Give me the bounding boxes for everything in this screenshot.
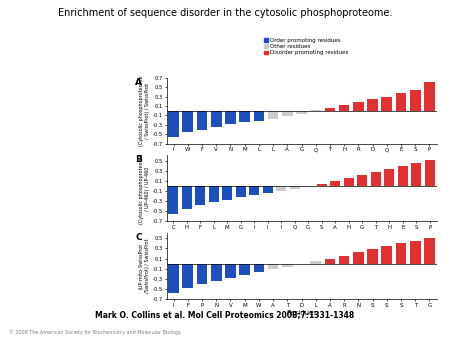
Bar [353,252,364,264]
Bar [310,110,321,111]
Bar [382,97,392,111]
Bar [324,108,335,111]
Bar [268,111,279,119]
Text: Enrichment of sequence disorder in the cytosolic phosphoproteome.: Enrichment of sequence disorder in the c… [58,8,392,19]
Y-axis label: (UP-mito-SwissProt
/SwissProt) / SwissProt: (UP-mito-SwissProt /SwissProt) / SwissPr… [139,239,150,293]
Bar [197,264,207,284]
Bar [253,111,264,121]
Legend: Order promoting residues, Other residues, Disorder promoting residues: Order promoting residues, Other residues… [264,38,349,55]
Bar [211,111,221,127]
Bar [211,264,221,281]
Bar [411,163,421,186]
Bar [410,241,420,264]
Bar [168,264,179,293]
Bar [398,166,408,186]
Bar [249,186,259,195]
Bar [410,90,420,111]
Bar [425,160,435,186]
Bar [253,264,264,272]
Bar [282,264,292,267]
Bar [290,186,300,189]
Y-axis label: (Cytosolic phosphoproteome
/ SwissProt) / SwissProt: (Cytosolic phosphoproteome / SwissProt) … [139,75,150,146]
Bar [197,111,207,129]
Bar [367,249,378,264]
Bar [282,111,292,116]
Bar [339,256,350,264]
Bar [353,102,364,111]
Bar [371,172,381,186]
Bar [384,169,394,186]
Bar [239,264,250,275]
Bar [225,111,236,124]
Bar [367,99,378,111]
Bar [324,259,335,264]
Bar [168,186,178,214]
Bar [357,175,367,186]
Bar [317,184,327,186]
Bar [209,186,219,202]
Bar [382,246,392,264]
Bar [263,186,273,193]
Bar [424,238,435,264]
Text: Mark O. Collins et al. Mol Cell Proteomics 2008;7:1331-1348: Mark O. Collins et al. Mol Cell Proteomi… [95,310,355,319]
Bar [195,186,205,205]
Bar [239,111,250,122]
Bar [182,186,192,209]
Bar [339,105,350,111]
X-axis label: Residues: Residues [286,310,317,316]
Bar [183,111,193,132]
Text: A: A [135,78,143,87]
Bar [310,261,321,264]
Bar [330,181,340,186]
Bar [276,186,286,191]
Bar [183,264,193,288]
Bar [344,178,354,186]
Bar [296,111,307,114]
Y-axis label: (Cytosolic phosphoproteome
/ UP-460) / UP-460: (Cytosolic phosphoproteome / UP-460) / U… [139,153,150,224]
Bar [268,264,279,269]
Bar [236,186,246,197]
Bar [225,264,236,278]
Bar [168,111,179,137]
Text: B: B [135,155,142,165]
Text: © 2008 The American Society for Biochemistry and Molecular Biology: © 2008 The American Society for Biochemi… [9,330,181,335]
Bar [222,186,232,199]
Bar [396,93,406,111]
Text: C: C [135,233,142,242]
Bar [424,82,435,111]
Bar [396,243,406,264]
